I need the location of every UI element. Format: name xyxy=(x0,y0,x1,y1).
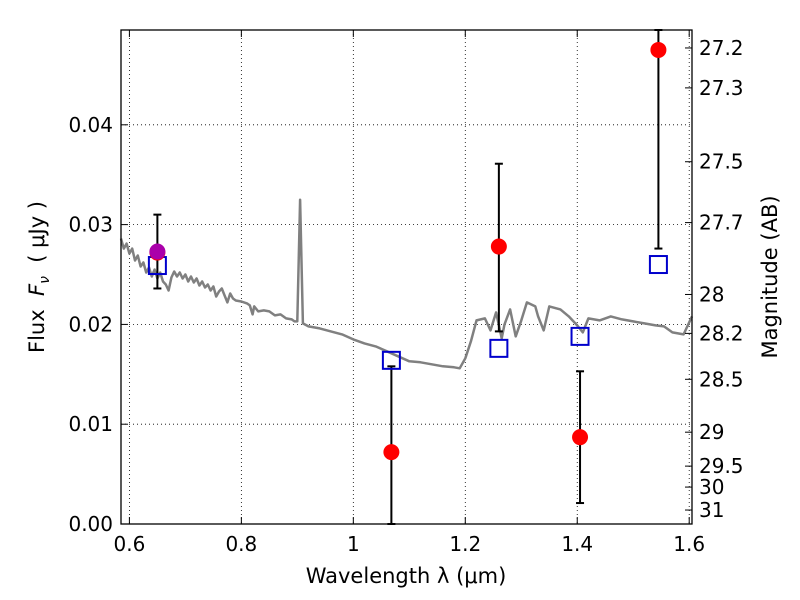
x-tick-label: 1.4 xyxy=(561,532,593,556)
right-tick-label: 31 xyxy=(699,498,724,522)
y-axis-label-subscript: ν xyxy=(37,276,53,284)
model-photometry-square xyxy=(489,338,509,358)
x-tick-label: 0.6 xyxy=(113,532,145,556)
right-tick-label: 29.5 xyxy=(699,454,744,478)
y-axis-label: Flux Fν ( μJy ) xyxy=(25,201,53,353)
model-photometry-square xyxy=(648,255,668,275)
data-points xyxy=(147,41,668,461)
y-axis-label-suffix: ( μJy ) xyxy=(25,201,49,276)
y-tick-label: 0.02 xyxy=(68,312,113,336)
observed-flux-point xyxy=(490,238,507,255)
right-tick-label: 27.3 xyxy=(699,76,744,100)
y-tick-label: 0.00 xyxy=(68,512,113,536)
model-sed-layer xyxy=(119,198,694,370)
y-axis-label-symbol: F xyxy=(25,283,49,296)
right-tick-label: 28.5 xyxy=(699,367,744,391)
tick-marks xyxy=(121,30,692,525)
x-axis-label: Wavelength λ (μm) xyxy=(306,564,507,588)
right-axis-label: Magnitude (AB) xyxy=(758,195,782,358)
right-tick-label: 27.2 xyxy=(699,36,744,60)
observed-flux-point xyxy=(650,41,667,58)
x-tick-label: 1 xyxy=(347,532,360,556)
grid-lines xyxy=(121,30,692,525)
plot-frame xyxy=(120,29,693,525)
y-tick-label: 0.01 xyxy=(68,412,113,436)
observed-flux-point xyxy=(383,444,400,461)
right-tick-label: 29 xyxy=(699,420,724,444)
right-tick-label: 28.2 xyxy=(699,321,744,345)
right-tick-label: 30 xyxy=(699,475,724,499)
right-tick-label: 27.7 xyxy=(699,211,744,235)
x-tick-label: 1.6 xyxy=(673,532,705,556)
tick-labels: 0.6 0.8 1 1.2 1.4 1.6 0.00 0.01 0.02 0.03 0.04 27.2… xyxy=(68,36,743,556)
error-bars xyxy=(153,29,663,525)
highlight-flux-point xyxy=(149,243,166,260)
observed-flux-point xyxy=(572,429,589,446)
x-tick-label: 0.8 xyxy=(225,532,257,556)
y-axis-label-prefix: Flux xyxy=(25,296,49,353)
right-tick-label: 28 xyxy=(699,282,724,306)
x-tick-label: 1.2 xyxy=(449,532,481,556)
y-tick-label: 0.03 xyxy=(68,213,113,237)
model-sed-curve xyxy=(119,198,694,370)
model-photometry-square xyxy=(570,326,590,346)
y-tick-label: 0.04 xyxy=(68,113,113,137)
model-photometry-square xyxy=(381,350,401,370)
right-tick-label: 27.5 xyxy=(699,150,744,174)
